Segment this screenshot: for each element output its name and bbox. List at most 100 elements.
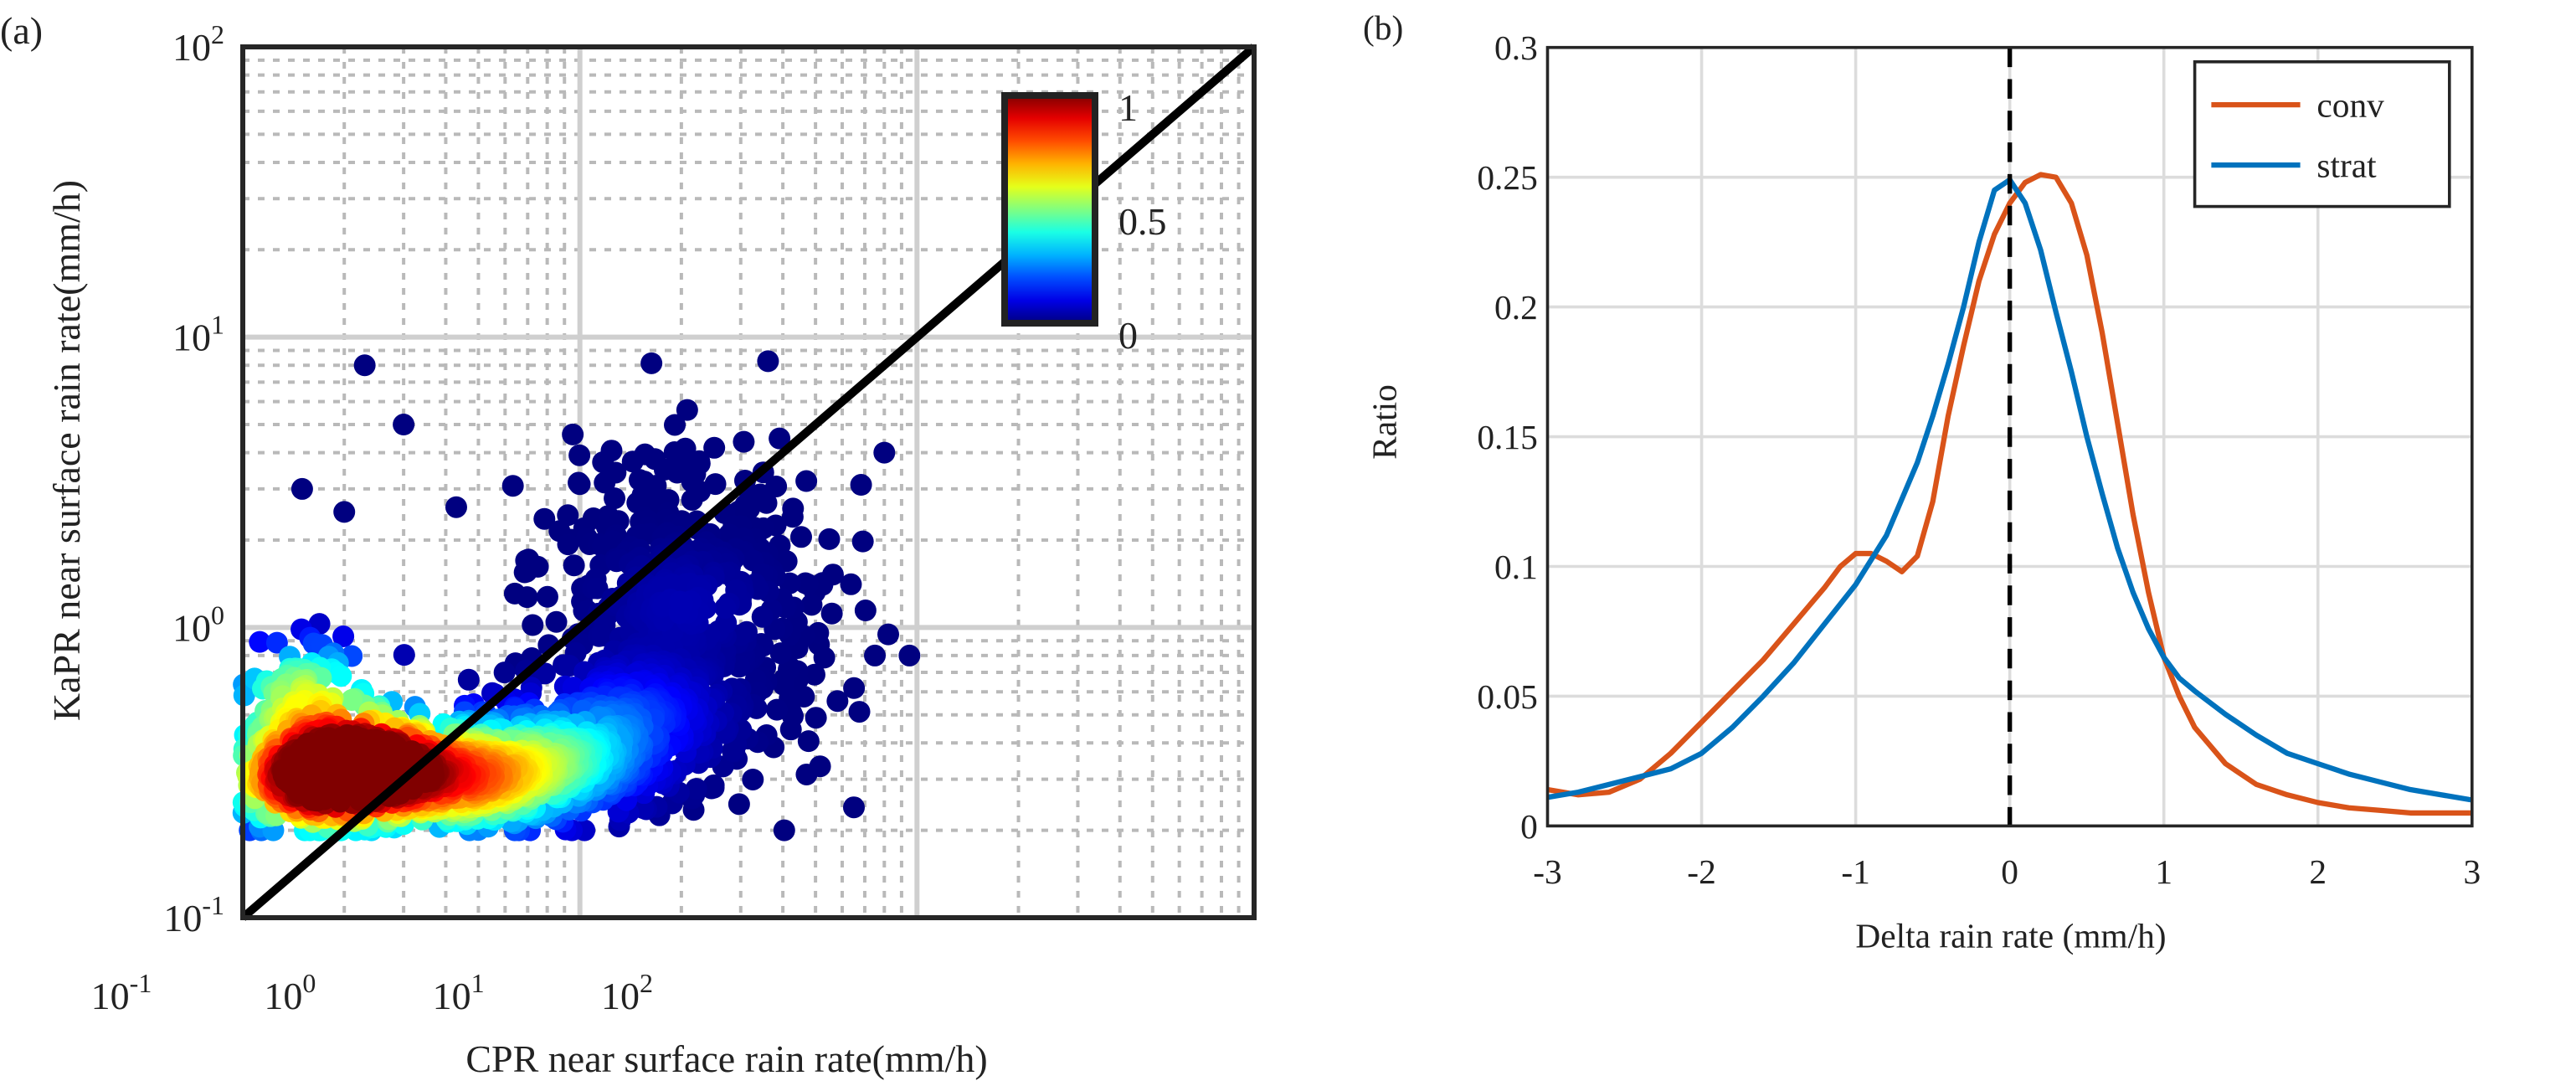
x-tick-label: -1 — [1841, 852, 1869, 891]
y-tick-label: 0.3 — [1494, 28, 1538, 67]
scatter-point — [769, 427, 791, 450]
y-tick-label: 10-1 — [163, 890, 224, 939]
scatter-point — [840, 573, 862, 595]
scatter-point — [522, 614, 544, 636]
scatter-point — [728, 793, 750, 816]
y-tick-exponent: 0 — [211, 600, 224, 630]
y-tick-exponent: 2 — [211, 19, 224, 49]
scatter-point — [714, 596, 737, 619]
scatter-point — [291, 477, 313, 500]
scatter-point — [664, 414, 686, 436]
scatter-point — [563, 554, 585, 577]
scatter-point — [795, 470, 818, 492]
scatter-point — [341, 689, 363, 712]
scatter-point — [797, 730, 820, 753]
scatter-point — [445, 496, 467, 518]
scatter-point — [789, 526, 812, 548]
scatter-point — [818, 528, 841, 550]
panel-a-frame — [240, 44, 1257, 920]
scatter-point — [851, 530, 874, 553]
scatter-point — [873, 441, 896, 464]
scatter-point — [703, 436, 726, 459]
y-tick-label: 100 — [172, 600, 224, 649]
colorbar-tick-label: 0.5 — [1118, 200, 1167, 243]
scatter-point — [676, 399, 698, 421]
scatter-point — [826, 690, 849, 713]
scatter-point — [336, 744, 358, 766]
scatter-point — [330, 665, 352, 687]
panel-b-x-axis-label: Delta rain rate (mm/h) — [1855, 916, 2166, 955]
legend-label-conv: conv — [2316, 86, 2384, 125]
panel-b-frame — [1545, 45, 2474, 828]
scatter-point — [773, 819, 795, 842]
scatter-point — [755, 492, 778, 514]
y-tick-exponent: 1 — [211, 310, 224, 340]
colorbar-bar — [1001, 92, 1098, 327]
scatter-point — [854, 600, 877, 622]
scatter-point — [604, 487, 626, 510]
y-tick-label: 0.15 — [1477, 418, 1537, 456]
x-tick-label: -3 — [1533, 852, 1561, 891]
scatter-point — [850, 474, 872, 497]
scatter-point — [249, 630, 271, 653]
scatter-point — [733, 430, 755, 453]
y-tick-label: 0 — [1520, 807, 1538, 846]
scatter-point — [742, 768, 764, 790]
legend-label-strat: strat — [2316, 147, 2377, 185]
scatter-point — [843, 677, 866, 699]
scatter-point — [751, 605, 774, 628]
scatter-point — [805, 707, 827, 729]
series-line-strat — [1546, 177, 2473, 803]
scatter-point — [795, 763, 818, 785]
y-tick-label: 0.25 — [1477, 158, 1537, 197]
scatter-point — [301, 755, 324, 778]
x-tick-exponent: 1 — [471, 968, 485, 998]
scatter-point — [493, 661, 516, 684]
y-tick-label: 0.2 — [1494, 288, 1538, 327]
colorbar-tick-label: 1 — [1118, 86, 1138, 129]
panel-a-y-axis-label: KaPR near surface rain rate(mm/h) — [45, 180, 88, 721]
scatter-point — [803, 663, 825, 686]
panel-b: (b) -3 -2 -1 0 1 2 3 0 0.05 0.1 0.15 0.2 0.25 0.3 con… — [1363, 8, 2481, 956]
legend-box — [2193, 60, 2451, 208]
scatter-point — [516, 586, 538, 609]
scatter-point — [800, 594, 823, 616]
y-tick-label: 0.05 — [1477, 677, 1537, 716]
scatter-point — [794, 572, 817, 594]
scatter-point — [769, 642, 792, 665]
scatter-point — [640, 352, 663, 374]
panel-a-x-axis-label: CPR near surface rain rate(mm/h) — [465, 1037, 987, 1080]
scatter-point — [311, 728, 334, 751]
scatter-point — [671, 593, 694, 615]
panel-b-axes — [1545, 45, 2474, 828]
x-tick-label: 10-1 — [91, 968, 152, 1017]
x-tick-label: 100 — [264, 968, 316, 1017]
panel-a-label: (a) — [0, 9, 43, 52]
scatter-point — [265, 631, 288, 654]
scatter-point — [864, 644, 887, 667]
scatter-point — [568, 473, 591, 496]
x-tick-label: 1 — [2155, 852, 2172, 891]
x-tick-label: 101 — [433, 968, 485, 1017]
x-tick-label: 3 — [2463, 852, 2481, 891]
scatter-point — [293, 739, 316, 762]
y-tick-label: 101 — [172, 310, 224, 359]
legend: conv strat — [2193, 60, 2451, 208]
scatter-point — [379, 749, 402, 771]
x-tick-label: -2 — [1687, 852, 1715, 891]
x-tick-exponent: 0 — [302, 968, 316, 998]
scatter-point — [781, 506, 804, 528]
scatter-point — [533, 507, 556, 530]
x-tick-exponent: 2 — [640, 968, 653, 998]
colorbar-tick-label: 0 — [1118, 314, 1138, 357]
scatter-point — [501, 475, 524, 497]
panel-b-tick-labels: -3 -2 -1 0 1 2 3 0 0.05 0.1 0.15 0.2 0.25 0.3 — [1477, 28, 2481, 891]
scatter-point — [457, 668, 480, 691]
scatter-point — [353, 354, 376, 377]
scatter-point — [757, 350, 779, 373]
scatter-point — [877, 623, 899, 646]
panel-b-series — [1546, 47, 2473, 826]
panel-b-y-axis-label: Ratio — [1365, 384, 1404, 460]
